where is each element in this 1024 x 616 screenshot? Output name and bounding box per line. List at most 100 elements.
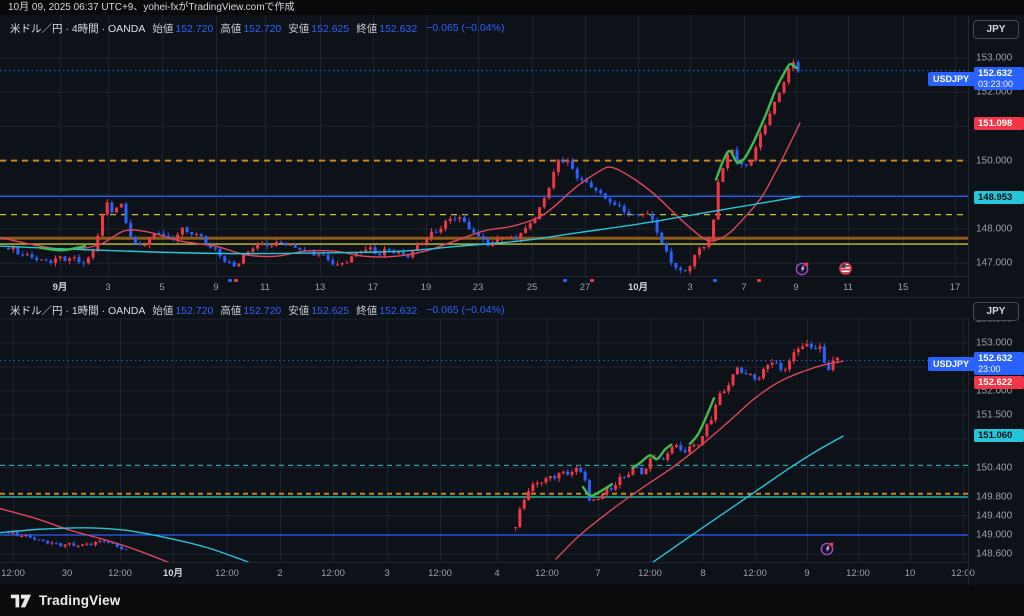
candle-body xyxy=(547,188,551,199)
candle-body xyxy=(622,476,626,478)
event-marker-lightning[interactable] xyxy=(795,261,810,276)
candle-body xyxy=(749,160,753,166)
candle-body xyxy=(143,244,147,246)
candle-body xyxy=(218,248,222,257)
candle-body xyxy=(627,211,631,215)
candle-body xyxy=(527,491,531,500)
time-tick-label: 9 xyxy=(213,282,219,293)
candle-body xyxy=(326,254,330,261)
candle-body xyxy=(740,367,744,373)
chart-4h-plot[interactable] xyxy=(0,15,968,276)
event-axis-mark xyxy=(713,279,717,282)
candle-body xyxy=(661,458,665,460)
indicator-price-tag: 152.622 xyxy=(974,375,1024,389)
candle-body xyxy=(696,444,700,446)
candle-body xyxy=(509,236,513,238)
candle-body xyxy=(754,147,758,161)
candle-body xyxy=(462,217,466,223)
candle-body xyxy=(788,361,792,370)
event-lightning-icon[interactable] xyxy=(820,541,835,556)
candle-body xyxy=(640,467,644,475)
candle-body xyxy=(15,531,19,537)
candle-body xyxy=(7,247,10,250)
candle-body xyxy=(727,385,731,392)
candle-body xyxy=(542,198,546,208)
open-label: 始値 xyxy=(152,304,174,317)
candle-body xyxy=(7,532,10,534)
candle-body xyxy=(535,482,539,485)
candle-body xyxy=(731,374,735,386)
price-tick-label: 152.000 xyxy=(976,86,1013,98)
candle-body xyxy=(655,220,659,233)
time-axis-1h[interactable]: 12:00 30 12:00 10月 12:00 2 12:00 3 12:00 4 12:00 7 1… xyxy=(0,562,975,585)
candle-body xyxy=(232,261,236,267)
candle-body xyxy=(270,245,274,247)
candle-body xyxy=(641,213,645,215)
currency-button-1h[interactable]: JPY xyxy=(973,302,1019,321)
candle-body xyxy=(415,244,419,251)
candle-body xyxy=(766,364,770,370)
tag-price: 151.098 xyxy=(978,117,1013,129)
price-tick-label: 153.000 xyxy=(976,337,1013,349)
candle-body xyxy=(818,346,822,349)
symbol-title-1h[interactable]: 米ドル／円 · 1時間 · OANDA xyxy=(10,304,146,317)
candle-body xyxy=(701,436,705,445)
time-tick-label: 30 xyxy=(61,568,73,579)
price-tick-label: 150.400 xyxy=(976,462,1013,474)
candle-body xyxy=(387,248,391,251)
low-label: 安値 xyxy=(288,304,310,317)
time-axis-4h[interactable]: 9月 3 5 9 11 13 17 19 23 25 27 10月 3 7 9 11 15 17 xyxy=(0,276,968,298)
low-label: 安値 xyxy=(288,22,310,35)
candle-body xyxy=(364,249,368,252)
candle-body xyxy=(82,262,86,264)
tag-price: 152.632 xyxy=(978,68,1013,79)
candle-body xyxy=(740,161,744,165)
candle-body xyxy=(528,223,532,229)
price-scale-1h[interactable]: 153.500153.000152.000151.500150.400149.8… xyxy=(968,314,1024,585)
panel-divider xyxy=(0,297,1024,298)
candle-body xyxy=(397,252,401,254)
candle-body xyxy=(148,237,151,245)
candle-body xyxy=(688,446,691,453)
time-tick-label: 4 xyxy=(494,568,500,579)
event-marker-lightning[interactable] xyxy=(820,541,835,556)
currency-button-4h[interactable]: JPY xyxy=(973,20,1019,39)
time-tick-label: 10 xyxy=(904,568,916,579)
candle-body xyxy=(185,227,189,232)
time-tick-label: 17 xyxy=(949,282,961,293)
candle-body xyxy=(613,202,617,205)
candle-body xyxy=(679,445,683,451)
candle-body xyxy=(644,468,648,475)
time-tick-label: 12:00 xyxy=(535,568,559,579)
event-marker-us-flag[interactable] xyxy=(838,261,853,276)
event-axis-mark xyxy=(234,279,238,282)
candle-body xyxy=(674,262,678,268)
candle-body xyxy=(120,546,124,550)
candle-body xyxy=(575,168,579,179)
candle-body xyxy=(190,231,194,235)
price-scale-4h[interactable]: 153.000 152.000 150.000 148.000 147.000 xyxy=(968,15,1024,297)
price-tick-label: 149.800 xyxy=(976,491,1013,503)
candle-body xyxy=(96,235,100,252)
chart-1h-plot[interactable] xyxy=(0,318,968,562)
event-us-flag-icon[interactable] xyxy=(838,261,853,276)
candle-body xyxy=(707,239,711,247)
time-tick-label: 17 xyxy=(367,282,379,293)
tradingview-brand[interactable]: TradingView xyxy=(39,593,121,608)
candle-body xyxy=(102,540,106,542)
high-value: 152.720 xyxy=(243,304,282,317)
symbol-price-tag: USDJPY 152.632 03:23:00 xyxy=(927,67,1024,90)
symbol-title-4h[interactable]: 米ドル／円 · 4時間 · OANDA xyxy=(10,22,146,35)
candle-body xyxy=(809,343,813,348)
candle-body xyxy=(406,254,410,258)
time-tick-label: 12:00 xyxy=(743,568,767,579)
tag-countdown: 03:23:00 xyxy=(978,79,1014,89)
open-value: 152.720 xyxy=(175,22,214,35)
event-lightning-icon[interactable] xyxy=(795,261,810,276)
candle-body xyxy=(721,168,725,182)
indicator-price-tag: 151.098 xyxy=(974,116,1024,130)
candle-body xyxy=(11,246,15,250)
candle-body xyxy=(589,182,593,188)
candle-body xyxy=(213,247,217,249)
